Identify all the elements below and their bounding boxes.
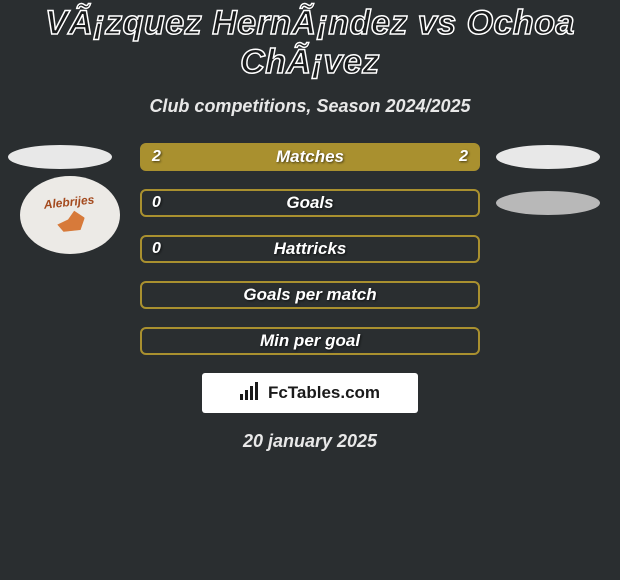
stat-row: 0 Hattricks [0, 235, 620, 263]
stat-row: 0 Goals [0, 189, 620, 217]
branding-badge[interactable]: FcTables.com [202, 373, 418, 413]
stat-value-right: 2 [459, 148, 468, 166]
comparison-infographic: VÃ¡zquez HernÃ¡ndez vs Ochoa ChÃ¡vez Clu… [0, 0, 620, 452]
stat-row: Goals per match [0, 281, 620, 309]
page-title: VÃ¡zquez HernÃ¡ndez vs Ochoa ChÃ¡vez [0, 4, 620, 82]
stat-bar-matches: 2 Matches 2 [140, 143, 480, 171]
date-label: 20 january 2025 [0, 431, 620, 452]
stat-rows: 2 Matches 2 0 Goals 0 Hattricks [0, 143, 620, 355]
stat-row: 2 Matches 2 [0, 143, 620, 171]
stat-label: Hattricks [274, 239, 347, 259]
stat-value-left: 0 [152, 194, 161, 212]
stat-bar-goals: 0 Goals [140, 189, 480, 217]
stat-bar-min-per-goal: Min per goal [140, 327, 480, 355]
player-token-right [496, 191, 600, 215]
branding-text: FcTables.com [268, 383, 380, 403]
stat-label: Goals per match [243, 285, 376, 305]
subtitle: Club competitions, Season 2024/2025 [0, 96, 620, 117]
player-token-left [8, 145, 112, 169]
stat-bar-hattricks: 0 Hattricks [140, 235, 480, 263]
bar-chart-icon [240, 382, 262, 405]
stat-label: Matches [276, 147, 344, 167]
stat-bar-goals-per-match: Goals per match [140, 281, 480, 309]
player-token-right [496, 145, 600, 169]
stat-row: Min per goal [0, 327, 620, 355]
stat-value-left: 2 [152, 148, 161, 166]
stat-label: Min per goal [260, 331, 360, 351]
stat-value-left: 0 [152, 240, 161, 258]
stat-label: Goals [286, 193, 333, 213]
